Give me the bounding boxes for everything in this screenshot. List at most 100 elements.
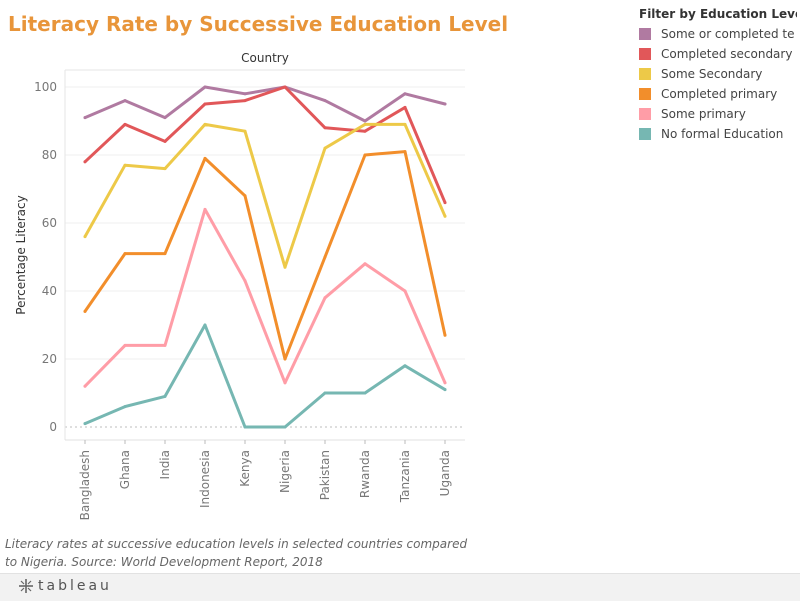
data-point[interactable] [163,252,167,256]
data-point[interactable] [403,122,407,126]
data-point[interactable] [203,122,207,126]
legend-item[interactable]: No formal Education [639,124,797,144]
series-line[interactable] [83,323,447,429]
data-point[interactable] [243,279,247,283]
data-point[interactable] [163,167,167,171]
data-point[interactable] [443,201,447,205]
data-point[interactable] [283,381,287,385]
legend-swatch [639,108,651,120]
data-point[interactable] [203,207,207,211]
data-point[interactable] [323,391,327,395]
legend-label: Some primary [661,107,746,121]
data-point[interactable] [243,92,247,96]
y-tick-label: 80 [42,148,57,162]
data-point[interactable] [363,122,367,126]
chart-title: Literacy Rate by Successive Education Le… [8,12,509,36]
data-point[interactable] [83,235,87,239]
data-point[interactable] [443,381,447,385]
x-tick-label: Nigeria [278,450,292,493]
data-point[interactable] [323,296,327,300]
legend-swatch [639,88,651,100]
data-point[interactable] [123,252,127,256]
y-tick-label: 60 [42,216,57,230]
legend-label: No formal Education [661,127,784,141]
data-point[interactable] [363,391,367,395]
data-point[interactable] [123,163,127,167]
footer-bar: tableau [0,573,800,601]
legend-item[interactable]: Some primary [639,104,797,124]
legend-item[interactable]: Completed secondary [639,44,797,64]
data-point[interactable] [403,150,407,154]
data-point[interactable] [283,357,287,361]
tableau-icon [19,579,33,593]
data-point[interactable] [163,343,167,347]
data-point[interactable] [403,364,407,368]
data-point[interactable] [243,425,247,429]
legend-swatch [639,128,651,140]
tableau-logo[interactable]: tableau [18,578,112,594]
y-tick-label: 100 [34,80,57,94]
data-point[interactable] [403,289,407,293]
data-point[interactable] [443,388,447,392]
data-point[interactable] [83,116,87,120]
data-point[interactable] [443,214,447,218]
data-point[interactable] [243,194,247,198]
axes: Country 0 20 40 60 80 100 Percentage Literacy Ba… [14,51,465,520]
data-point[interactable] [283,425,287,429]
data-point[interactable] [123,343,127,347]
legend-item[interactable]: Completed primary [639,84,797,104]
series-line[interactable] [83,122,447,269]
data-point[interactable] [283,265,287,269]
data-point[interactable] [163,116,167,120]
data-point[interactable] [163,139,167,143]
data-point[interactable] [403,92,407,96]
legend[interactable]: Filter by Education Level ... Some or co… [639,6,797,144]
x-tick-label: India [158,450,172,479]
data-point[interactable] [123,99,127,103]
legend-item[interactable]: Some Secondary [639,64,797,84]
data-point[interactable] [203,102,207,106]
data-point[interactable] [243,129,247,133]
x-tick-label: Tanzania [398,450,412,503]
data-point[interactable] [363,129,367,133]
x-tick-label: Indonesia [198,450,212,508]
legend-item[interactable]: Some or completed te.. [639,24,797,44]
data-point[interactable] [83,160,87,164]
data-point[interactable] [323,99,327,103]
y-axis-label: Percentage Literacy [14,195,28,314]
data-point[interactable] [243,99,247,103]
data-point[interactable] [203,323,207,327]
series-line[interactable] [83,85,447,123]
x-tick-label: Uganda [438,450,452,496]
tableau-wordmark: tableau [38,578,112,594]
data-point[interactable] [363,119,367,123]
series-line[interactable] [83,150,447,361]
data-point[interactable] [123,122,127,126]
data-point[interactable] [443,333,447,337]
data-point[interactable] [163,394,167,398]
data-point[interactable] [123,405,127,409]
column-header: Country [241,51,289,65]
legend-label: Completed secondary [661,47,793,61]
data-point[interactable] [323,146,327,150]
data-point[interactable] [83,309,87,313]
legend-label: Some Secondary [661,67,763,81]
data-point[interactable] [283,85,287,89]
data-point[interactable] [83,422,87,426]
data-point[interactable] [323,126,327,130]
data-point[interactable] [363,153,367,157]
gridlines [65,86,465,428]
data-point[interactable] [443,102,447,106]
data-point[interactable] [203,156,207,160]
data-point[interactable] [323,255,327,259]
x-tick-label: Kenya [238,450,252,487]
data-point[interactable] [203,85,207,89]
data-point[interactable] [363,262,367,266]
series-line[interactable] [83,207,447,388]
series-line[interactable] [83,85,447,205]
data-point[interactable] [403,105,407,109]
series-lines[interactable] [83,85,447,429]
x-tick-label: Rwanda [358,450,372,498]
data-point[interactable] [83,384,87,388]
